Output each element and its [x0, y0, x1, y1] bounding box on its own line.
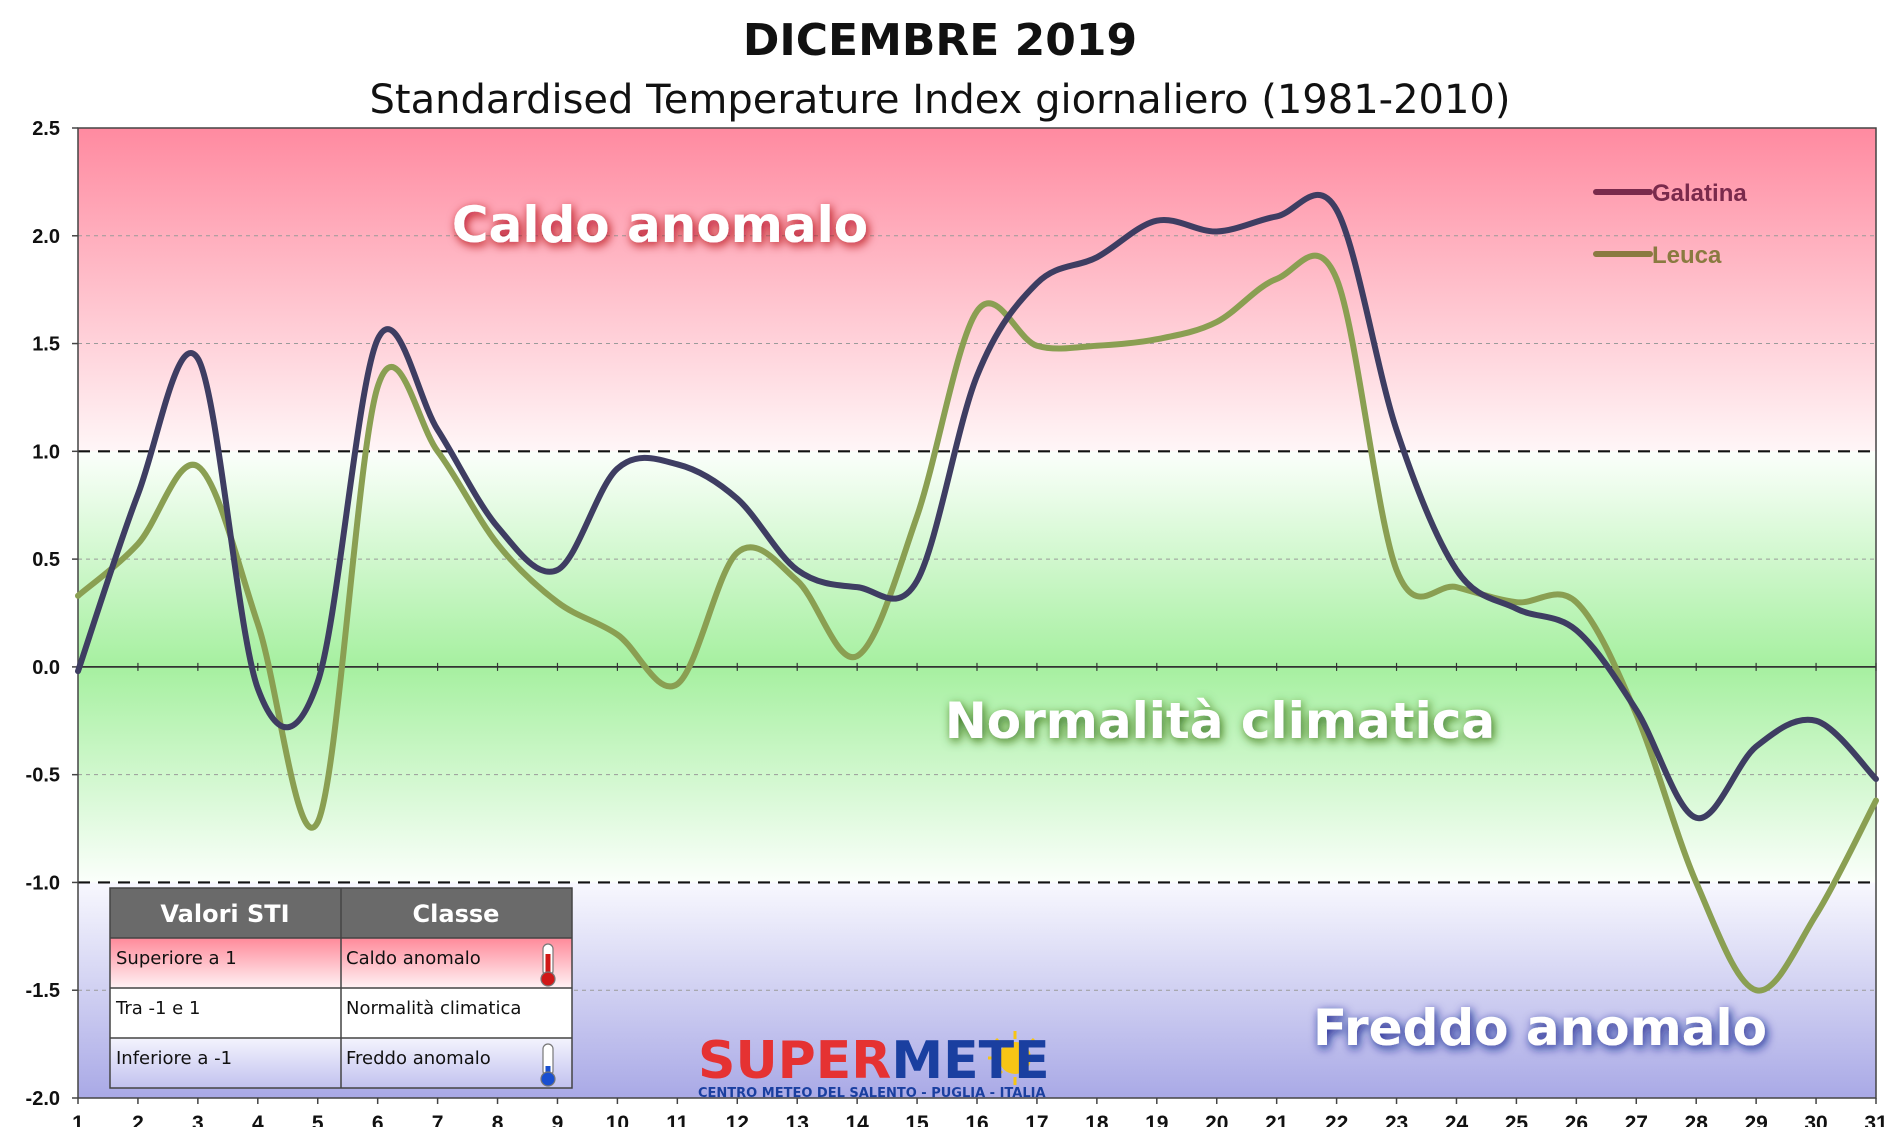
x-tick-label: 2	[132, 1112, 144, 1127]
chart-subtitle: Standardised Temperature Index giornalie…	[370, 77, 1511, 123]
y-tick-label: -2.0	[26, 1088, 60, 1110]
legend: Galatina Leuca	[1593, 180, 1747, 269]
x-tick-label: 22	[1325, 1112, 1348, 1127]
chart-title: DICEMBRE 2019	[743, 15, 1137, 66]
thermometer-cold-icon	[540, 1043, 556, 1087]
x-tick-label: 30	[1804, 1112, 1827, 1127]
x-tick-label: 14	[845, 1112, 869, 1127]
y-tick-label: 1.5	[32, 334, 60, 356]
x-tick-label: 17	[1025, 1112, 1048, 1127]
x-tick-label: 6	[372, 1112, 384, 1127]
x-tick-label: 3	[192, 1112, 204, 1127]
table-header-classe: Classe	[413, 900, 500, 928]
x-tick-label: 24	[1445, 1112, 1469, 1127]
sun-icon	[988, 1031, 1042, 1085]
logo-tagline: CENTRO METEO DEL SALENTO - PUGLIA - ITAL…	[698, 1086, 1046, 1101]
y-tick-label: 0.0	[32, 657, 60, 679]
annotation-warm: Caldo anomalo	[452, 196, 868, 254]
x-tick-label: 9	[552, 1112, 564, 1127]
warm-zone	[78, 128, 1876, 452]
y-tick-label: -0.5	[26, 765, 60, 787]
x-tick-label: 21	[1265, 1112, 1289, 1127]
supermeteo-logo: SUPERMETE CENTRO METEO DEL SALENTO - PUG…	[698, 1031, 1050, 1101]
x-tick-label: 29	[1744, 1112, 1767, 1127]
x-axis-ticks: 1 2 3 4 5 6 7 8 9 10 11 12 13 14 15 16 17 18 19 20 21 22 23 24 2…	[72, 662, 1888, 1127]
annotation-cold: Freddo anomalo	[1313, 999, 1767, 1057]
series-line-galatina	[75, 192, 1879, 821]
y-axis-ticks: 2.5 2.0 1.5 1.0 0.5 0.0 -0.5 -1.0 -1.5 -2.0	[26, 118, 78, 1110]
x-tick-label: 12	[726, 1112, 749, 1127]
x-tick-label: 19	[1145, 1112, 1168, 1127]
x-tick-label: 28	[1685, 1112, 1709, 1127]
x-tick-label: 5	[312, 1112, 324, 1127]
x-tick-label: 7	[432, 1112, 444, 1127]
x-tick-label: 13	[786, 1112, 809, 1127]
x-tick-label: 31	[1864, 1112, 1888, 1127]
table-cell-classe-cold: Freddo anomalo	[346, 1048, 491, 1069]
x-tick-label: 11	[666, 1112, 689, 1127]
x-tick-label: 1	[72, 1112, 84, 1127]
series-line-leuca	[75, 252, 1879, 994]
y-tick-label: -1.0	[26, 872, 60, 894]
y-tick-label: -1.5	[26, 980, 60, 1002]
table-cell-range-warm: Superiore a 1	[116, 948, 237, 969]
table-cell-classe-normal: Normalità climatica	[346, 998, 521, 1019]
table-cell-range-cold: Inferiore a -1	[116, 1048, 232, 1069]
x-tick-label: 26	[1565, 1112, 1588, 1127]
x-tick-label: 8	[492, 1112, 504, 1127]
x-tick-label: 18	[1085, 1112, 1109, 1127]
logo-wordmark: SUPERMETE	[698, 1031, 1050, 1091]
y-tick-label: 0.5	[32, 549, 60, 571]
classification-table: Valori STI Classe Superiore a 1 Caldo an…	[109, 887, 573, 1089]
y-tick-label: 2.0	[32, 226, 60, 248]
legend-label-galatina: Galatina	[1652, 180, 1747, 207]
thermometer-hot-icon	[540, 943, 556, 987]
x-tick-label: 25	[1505, 1112, 1529, 1127]
x-tick-label: 23	[1385, 1112, 1408, 1127]
logo-part-super: SUPER	[698, 1031, 891, 1091]
annotation-normal: Normalità climatica	[945, 692, 1495, 750]
x-tick-label: 20	[1205, 1112, 1228, 1127]
table-cell-range-normal: Tra -1 e 1	[115, 998, 200, 1019]
x-tick-label: 27	[1625, 1112, 1648, 1127]
legend-label-leuca: Leuca	[1652, 242, 1722, 269]
x-tick-label: 4	[252, 1112, 264, 1127]
series-layer	[75, 192, 1879, 994]
x-tick-label: 10	[606, 1112, 629, 1127]
table-cell-classe-warm: Caldo anomalo	[346, 948, 481, 969]
y-tick-label: 2.5	[32, 118, 60, 140]
table-header-valori: Valori STI	[160, 900, 289, 928]
y-tick-label: 1.0	[32, 441, 60, 463]
logo-part-mete: METE	[891, 1031, 1049, 1091]
x-tick-label: 16	[965, 1112, 988, 1127]
x-tick-label: 15	[905, 1112, 929, 1127]
